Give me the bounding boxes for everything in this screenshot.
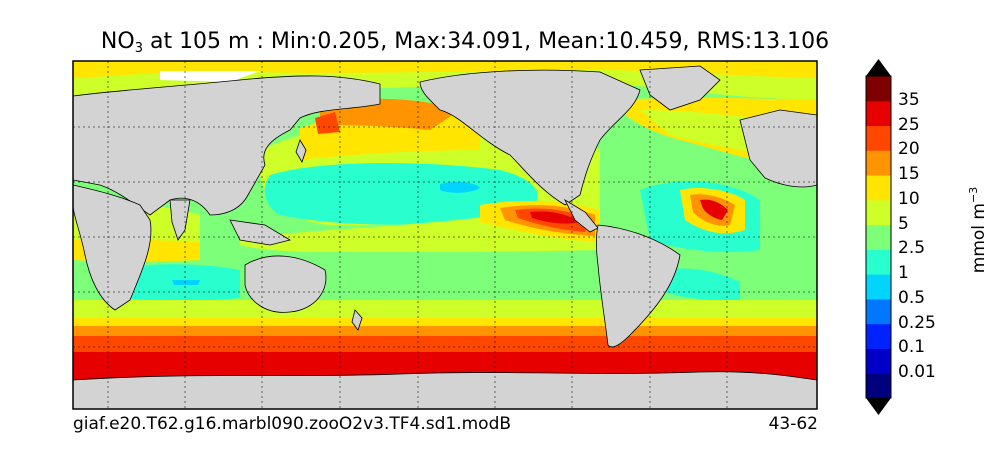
colorbar-segment (866, 348, 891, 374)
colorbar-segment (866, 100, 891, 127)
case-name: giaf.e20.T62.g16.marbl090.zooO2v3.TF4.sd… (73, 414, 512, 434)
colorbar-segment (866, 323, 891, 349)
colorbar-tick-label: 2.5 (898, 238, 926, 259)
colorbar-tick-label: 20 (898, 139, 920, 160)
grid-lines (73, 61, 817, 409)
plot-frame (72, 60, 818, 410)
title-species-subscript: 3 (134, 41, 143, 56)
colorbar-unit-label: mmol m−3 (967, 160, 989, 300)
colorbar-segment (866, 249, 891, 275)
colorbar-segment (866, 125, 891, 151)
colorbar-under-arrow (866, 398, 891, 415)
years-range: 43-62 (768, 414, 818, 434)
unit-exponent: −3 (967, 186, 981, 203)
colorbar-segment (866, 274, 891, 300)
colorbar-over-arrow (866, 59, 891, 76)
unit-base: mmol m (968, 203, 989, 274)
plot-title: NO3 at 105 m : Min:0.205, Max:34.091, Me… (0, 29, 930, 56)
colorbar-segment (866, 150, 891, 176)
colorbar-segment (866, 76, 891, 102)
colorbar-frame (865, 75, 892, 399)
colorbar-tick-label: 0.01 (898, 362, 936, 383)
colorbar-segment (866, 199, 891, 226)
colorbar-segment (866, 224, 891, 250)
colorbar-tick-label: 0.5 (898, 287, 926, 308)
colorbar-tick-label: 0.1 (898, 337, 926, 358)
ocean-field (73, 61, 817, 409)
colorbar-tick-label: 5 (898, 213, 909, 234)
colorbar-segment (866, 298, 891, 325)
colorbar-tick-label: 0.25 (898, 312, 936, 333)
colorbar-tick-label: 10 (898, 188, 920, 209)
colorbar-segment (866, 373, 891, 399)
colorbar-tick-label: 15 (898, 164, 920, 185)
colorbar-tick-label: 1 (898, 263, 909, 284)
colorbar-tick-label: 35 (898, 89, 920, 110)
land-masses (73, 65, 817, 409)
title-species: NO (100, 29, 135, 54)
colorbar-tick-label: 25 (898, 114, 920, 135)
colorbar (865, 59, 892, 415)
title-stats: at 105 m : Min:0.205, Max:34.091, Mean:1… (142, 29, 830, 54)
colorbar-segment (866, 175, 891, 201)
